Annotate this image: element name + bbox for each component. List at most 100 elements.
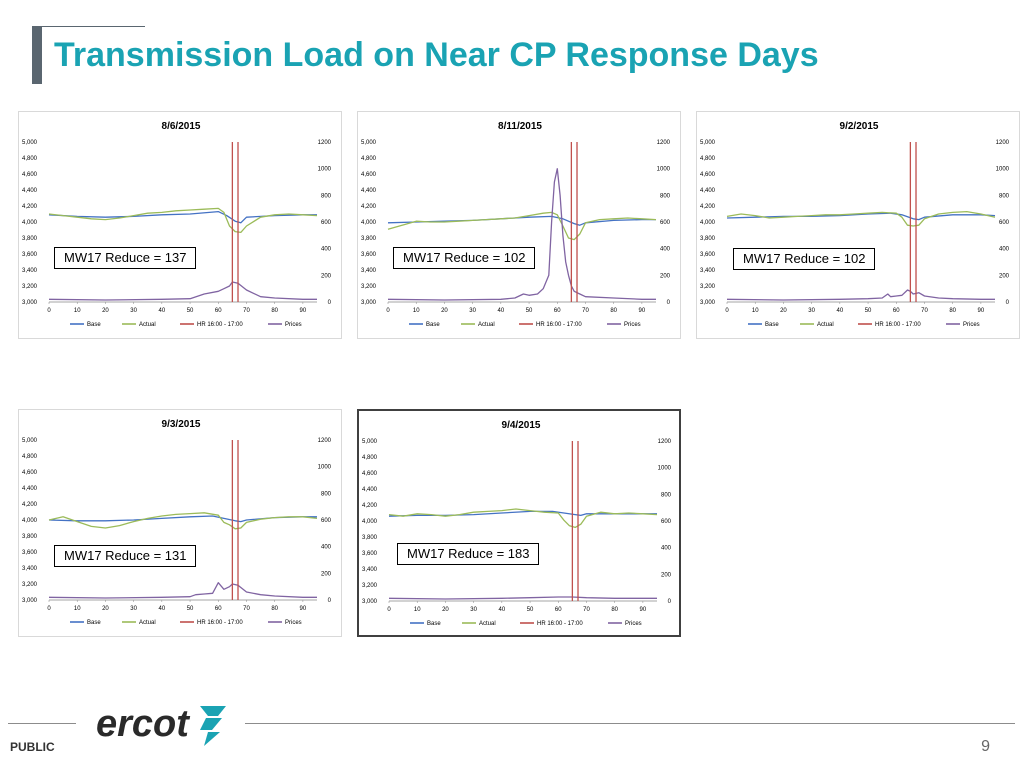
x-tick-label: 30 xyxy=(469,308,476,314)
y2-tick-label: 400 xyxy=(661,546,672,552)
y-tick-label: 4,600 xyxy=(362,471,378,477)
legend-item-base: Base xyxy=(409,322,440,328)
chart-svg: 8/6/2015 3,000 3,200 3,400 3,600 3,800 4,000 4,… xyxy=(22,121,332,328)
legend-item-prices: Prices xyxy=(608,621,642,627)
x-tick-label: 0 xyxy=(386,308,390,314)
y-tick-label: 3,600 xyxy=(361,252,377,258)
y-tick-label: 4,200 xyxy=(700,204,716,210)
legend-label: Base xyxy=(87,620,101,626)
legend-label: Prices xyxy=(285,620,302,626)
legend-label: HR 16:00 - 17:00 xyxy=(537,621,583,627)
y-tick-label: 4,000 xyxy=(22,220,38,226)
x-tick-label: 10 xyxy=(413,308,420,314)
annotation-mw17-reduce: MW17 Reduce = 137 xyxy=(54,247,197,269)
x-tick-label: 10 xyxy=(414,607,421,613)
series-prices-line xyxy=(388,596,657,600)
x-tick-label: 40 xyxy=(497,308,504,314)
chart-svg: 9/3/2015 3,000 3,200 3,400 3,600 3,800 4,000 4,… xyxy=(22,419,332,626)
legend-label: Base xyxy=(427,621,441,627)
chart-panel-9-4-2015[interactable]: 9/4/2015 3,000 3,200 3,400 3,600 3,800 4,000 4,… xyxy=(357,409,681,637)
y-tick-label: 5,000 xyxy=(361,140,377,146)
x-tick-label: 80 xyxy=(611,607,618,613)
legend-label: HR 16:00 - 17:00 xyxy=(536,322,582,328)
x-tick-label: 60 xyxy=(555,607,562,613)
y2-tick-label: 0 xyxy=(1006,300,1010,306)
y-tick-label: 3,000 xyxy=(362,599,378,605)
x-tick-label: 50 xyxy=(526,308,533,314)
y-tick-label: 4,400 xyxy=(362,487,378,493)
x-tick-label: 80 xyxy=(271,308,278,314)
chart-title: 9/4/2015 xyxy=(502,420,541,431)
x-tick-label: 40 xyxy=(158,308,165,314)
y2-tick-label: 1000 xyxy=(658,466,672,472)
x-tick-label: 70 xyxy=(583,607,590,613)
footer-public-label: PUBLIC xyxy=(10,740,55,754)
legend-item-hr-16-00-17-00: HR 16:00 - 17:00 xyxy=(519,322,582,328)
y2-tick-label: 1200 xyxy=(658,439,672,445)
legend-item-actual: Actual xyxy=(461,322,495,328)
y-tick-label: 4,000 xyxy=(362,519,378,525)
chart-panel-8-6-2015[interactable]: 8/6/2015 3,000 3,200 3,400 3,600 3,800 4,000 4,… xyxy=(18,111,342,339)
y2-tick-label: 0 xyxy=(668,599,672,605)
y-tick-label: 4,600 xyxy=(22,172,38,178)
x-tick-label: 20 xyxy=(102,606,109,612)
legend-item-hr-16-00-17-00: HR 16:00 - 17:00 xyxy=(858,322,921,328)
page-title: Transmission Load on Near CP Response Da… xyxy=(54,36,819,74)
x-tick-label: 20 xyxy=(102,308,109,314)
y-tick-label: 3,200 xyxy=(22,284,38,290)
legend-item-prices: Prices xyxy=(946,322,980,328)
y2-tick-label: 800 xyxy=(321,491,332,497)
y2-tick-label: 0 xyxy=(328,598,332,604)
y-tick-label: 4,800 xyxy=(22,156,38,162)
x-tick-label: 60 xyxy=(554,308,561,314)
x-tick-label: 30 xyxy=(130,308,137,314)
x-tick-label: 50 xyxy=(187,606,194,612)
annotation-mw17-reduce: MW17 Reduce = 102 xyxy=(393,247,536,269)
y-tick-label: 4,200 xyxy=(22,204,38,210)
y-tick-label: 4,400 xyxy=(700,188,716,194)
y-tick-label: 4,600 xyxy=(700,172,716,178)
legend-label: Actual xyxy=(817,322,834,328)
legend-item-prices: Prices xyxy=(268,620,302,626)
legend-item-hr-16-00-17-00: HR 16:00 - 17:00 xyxy=(180,620,243,626)
y-tick-label: 3,200 xyxy=(362,583,378,589)
y-tick-label: 3,400 xyxy=(22,566,38,572)
x-tick-label: 60 xyxy=(215,606,222,612)
legend-label: Prices xyxy=(285,322,302,328)
y-tick-label: 4,000 xyxy=(700,220,716,226)
x-tick-label: 30 xyxy=(470,607,477,613)
legend-item-actual: Actual xyxy=(462,621,496,627)
footer-divider-right xyxy=(245,723,1015,724)
y2-tick-label: 200 xyxy=(321,571,332,577)
y2-tick-label: 1000 xyxy=(657,167,671,173)
y-tick-label: 4,200 xyxy=(362,503,378,509)
series-prices-line xyxy=(726,289,995,301)
chart-panel-8-11-2015[interactable]: 8/11/2015 3,000 3,200 3,400 3,600 3,800 4,000 4… xyxy=(357,111,681,339)
y2-tick-label: 600 xyxy=(321,518,332,524)
series-actual-line xyxy=(48,207,318,234)
y-tick-label: 4,800 xyxy=(22,454,38,460)
y2-tick-label: 1000 xyxy=(318,167,332,173)
y-tick-label: 3,200 xyxy=(361,284,377,290)
legend-label: Prices xyxy=(624,322,641,328)
series-actual-line xyxy=(387,211,657,241)
y-tick-label: 3,200 xyxy=(700,284,716,290)
y2-tick-label: 200 xyxy=(660,273,671,279)
chart-panel-9-2-2015[interactable]: 9/2/2015 3,000 3,200 3,400 3,600 3,800 4,000 4,… xyxy=(696,111,1020,339)
y-tick-label: 3,600 xyxy=(362,551,378,557)
x-tick-label: 90 xyxy=(300,606,307,612)
y2-tick-label: 400 xyxy=(321,247,332,253)
legend-item-hr-16-00-17-00: HR 16:00 - 17:00 xyxy=(520,621,583,627)
y-tick-label: 5,000 xyxy=(22,140,38,146)
chart-panel-9-3-2015[interactable]: 9/3/2015 3,000 3,200 3,400 3,600 3,800 4,000 4,… xyxy=(18,409,342,637)
title-accent-bar xyxy=(32,26,42,84)
series-base-line xyxy=(48,210,317,224)
y2-tick-label: 800 xyxy=(321,193,332,199)
x-tick-label: 20 xyxy=(441,308,448,314)
x-tick-label: 70 xyxy=(243,606,250,612)
y-tick-label: 3,400 xyxy=(700,268,716,274)
x-tick-label: 70 xyxy=(921,308,928,314)
legend-label: Prices xyxy=(963,322,980,328)
legend-label: Actual xyxy=(479,621,496,627)
ercot-logo: ercot xyxy=(96,703,226,746)
